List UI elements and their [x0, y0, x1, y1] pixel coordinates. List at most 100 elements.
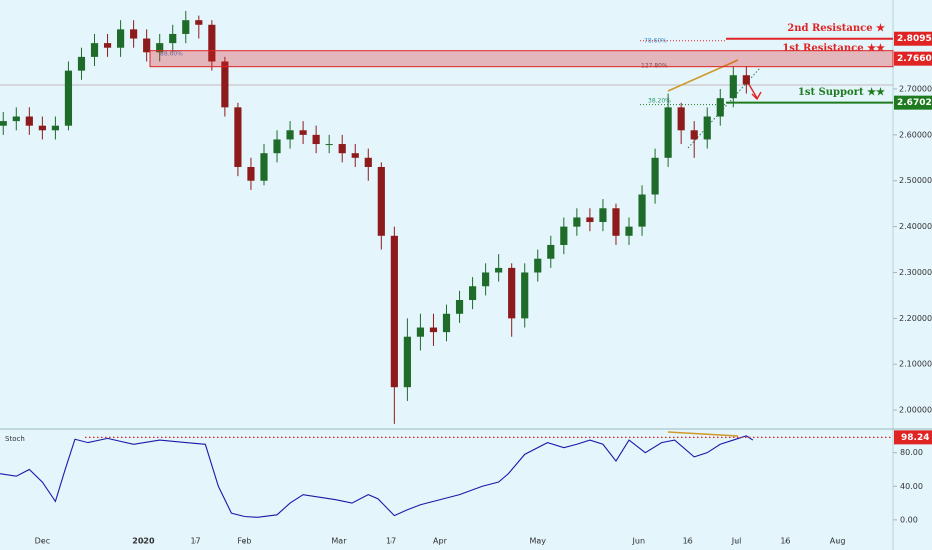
x-tick-label: 16	[683, 537, 693, 546]
x-tick-label: Feb	[237, 537, 251, 546]
level-box	[894, 31, 932, 46]
candle-body	[286, 130, 294, 140]
candle-body	[612, 208, 620, 236]
candle-body	[169, 33, 177, 44]
candle-body	[716, 98, 724, 117]
level-box	[894, 51, 932, 66]
y-tick-label: 2.40000	[899, 222, 932, 231]
candle-body	[677, 107, 685, 131]
candle-body	[38, 125, 46, 131]
candle-body	[455, 300, 464, 314]
candle-body	[351, 153, 359, 158]
x-tick-label: Jun	[632, 537, 646, 546]
candle-body	[77, 56, 86, 71]
candle-body	[325, 144, 333, 146]
candle-body	[338, 144, 346, 154]
candle-body	[143, 38, 151, 53]
candle-body	[90, 43, 99, 57]
candle-body	[364, 157, 372, 167]
y-tick-label: 2.60000	[899, 130, 932, 139]
candle-body	[442, 313, 451, 333]
candle-body	[742, 75, 750, 85]
oscillator-level-value: 98.24	[901, 433, 929, 443]
x-tick-label: Apr	[433, 537, 448, 546]
candle-body	[130, 29, 138, 39]
level-box	[894, 95, 932, 110]
level-name: 2nd Resistance ★	[787, 23, 885, 34]
candle-body	[534, 258, 542, 273]
trend-line	[667, 431, 739, 437]
candle-body	[664, 107, 672, 158]
candle-body	[390, 235, 398, 388]
level-value: 2.67022	[897, 98, 932, 108]
y2-tick-label: 80.00	[900, 448, 923, 457]
candle-body	[25, 116, 33, 126]
candle-body	[234, 107, 242, 167]
candle-body	[495, 267, 503, 273]
candle-body	[651, 157, 659, 195]
candle-body	[260, 153, 268, 181]
x-tick-label: 17	[386, 537, 396, 546]
x-tick-label: Aug	[830, 537, 846, 546]
candle-body	[468, 286, 477, 301]
candle-body	[416, 327, 425, 337]
candle-body	[482, 272, 490, 287]
candle-body	[690, 130, 698, 140]
level-value: 2.76608	[897, 54, 932, 64]
fib-label: 127.80%	[641, 63, 668, 70]
y-tick-label: 2.10000	[899, 360, 932, 369]
level-value: 2.80958	[897, 34, 932, 44]
y-tick-label: 2.70000	[899, 84, 932, 93]
level-name: 1st Support ★★	[798, 87, 885, 98]
fib-label: 38.20%	[648, 98, 671, 105]
candle-body	[117, 29, 125, 48]
y2-tick-label: 40.00	[900, 482, 923, 491]
candle-body	[221, 61, 229, 108]
candle-body	[12, 116, 20, 122]
resistance-zone	[149, 50, 894, 68]
oscillator-name: Stoch	[5, 435, 25, 443]
candle-body	[103, 43, 112, 48]
candle-body	[508, 267, 516, 319]
candle-body	[586, 217, 594, 223]
oscillator-level-box	[894, 430, 932, 445]
candle-body	[599, 208, 607, 223]
candle-body	[625, 226, 633, 236]
candle-body	[195, 20, 203, 25]
candle-body	[312, 134, 320, 145]
x-tick-label: Mar	[331, 537, 347, 546]
x-tick-label: 16	[780, 537, 790, 546]
y-tick-label: 2.20000	[899, 314, 932, 323]
x-tick-label: May	[529, 537, 546, 546]
candle-body	[156, 43, 164, 53]
trend-line	[687, 67, 761, 149]
level-name: 1st Resistance ★★	[782, 43, 885, 54]
candle-body	[0, 121, 7, 126]
y-tick-label: 2.00000	[899, 406, 932, 415]
candle-body	[51, 125, 59, 131]
candle-body	[703, 116, 711, 140]
candle-body	[573, 217, 581, 227]
y-tick-label: 2.30000	[899, 268, 932, 277]
x-tick-label: 17	[190, 537, 200, 546]
candle-body	[638, 194, 646, 227]
candle-body	[273, 139, 281, 154]
candle-body	[547, 244, 555, 259]
y-tick-label: 2.50000	[899, 176, 932, 185]
candle-body	[429, 327, 438, 333]
trend-line	[667, 59, 739, 92]
x-tick-label: Dec	[35, 537, 50, 546]
candle-body	[182, 20, 190, 34]
candle-body	[560, 226, 568, 245]
candle-body	[208, 24, 216, 62]
candle-body	[247, 166, 255, 181]
candle-body	[403, 336, 411, 388]
candle-body	[64, 70, 73, 126]
candle-body	[299, 130, 307, 135]
candle-body	[729, 75, 737, 99]
candle-body	[377, 166, 385, 236]
candle-body	[521, 272, 529, 319]
fib-label: 88.60%	[160, 51, 183, 58]
